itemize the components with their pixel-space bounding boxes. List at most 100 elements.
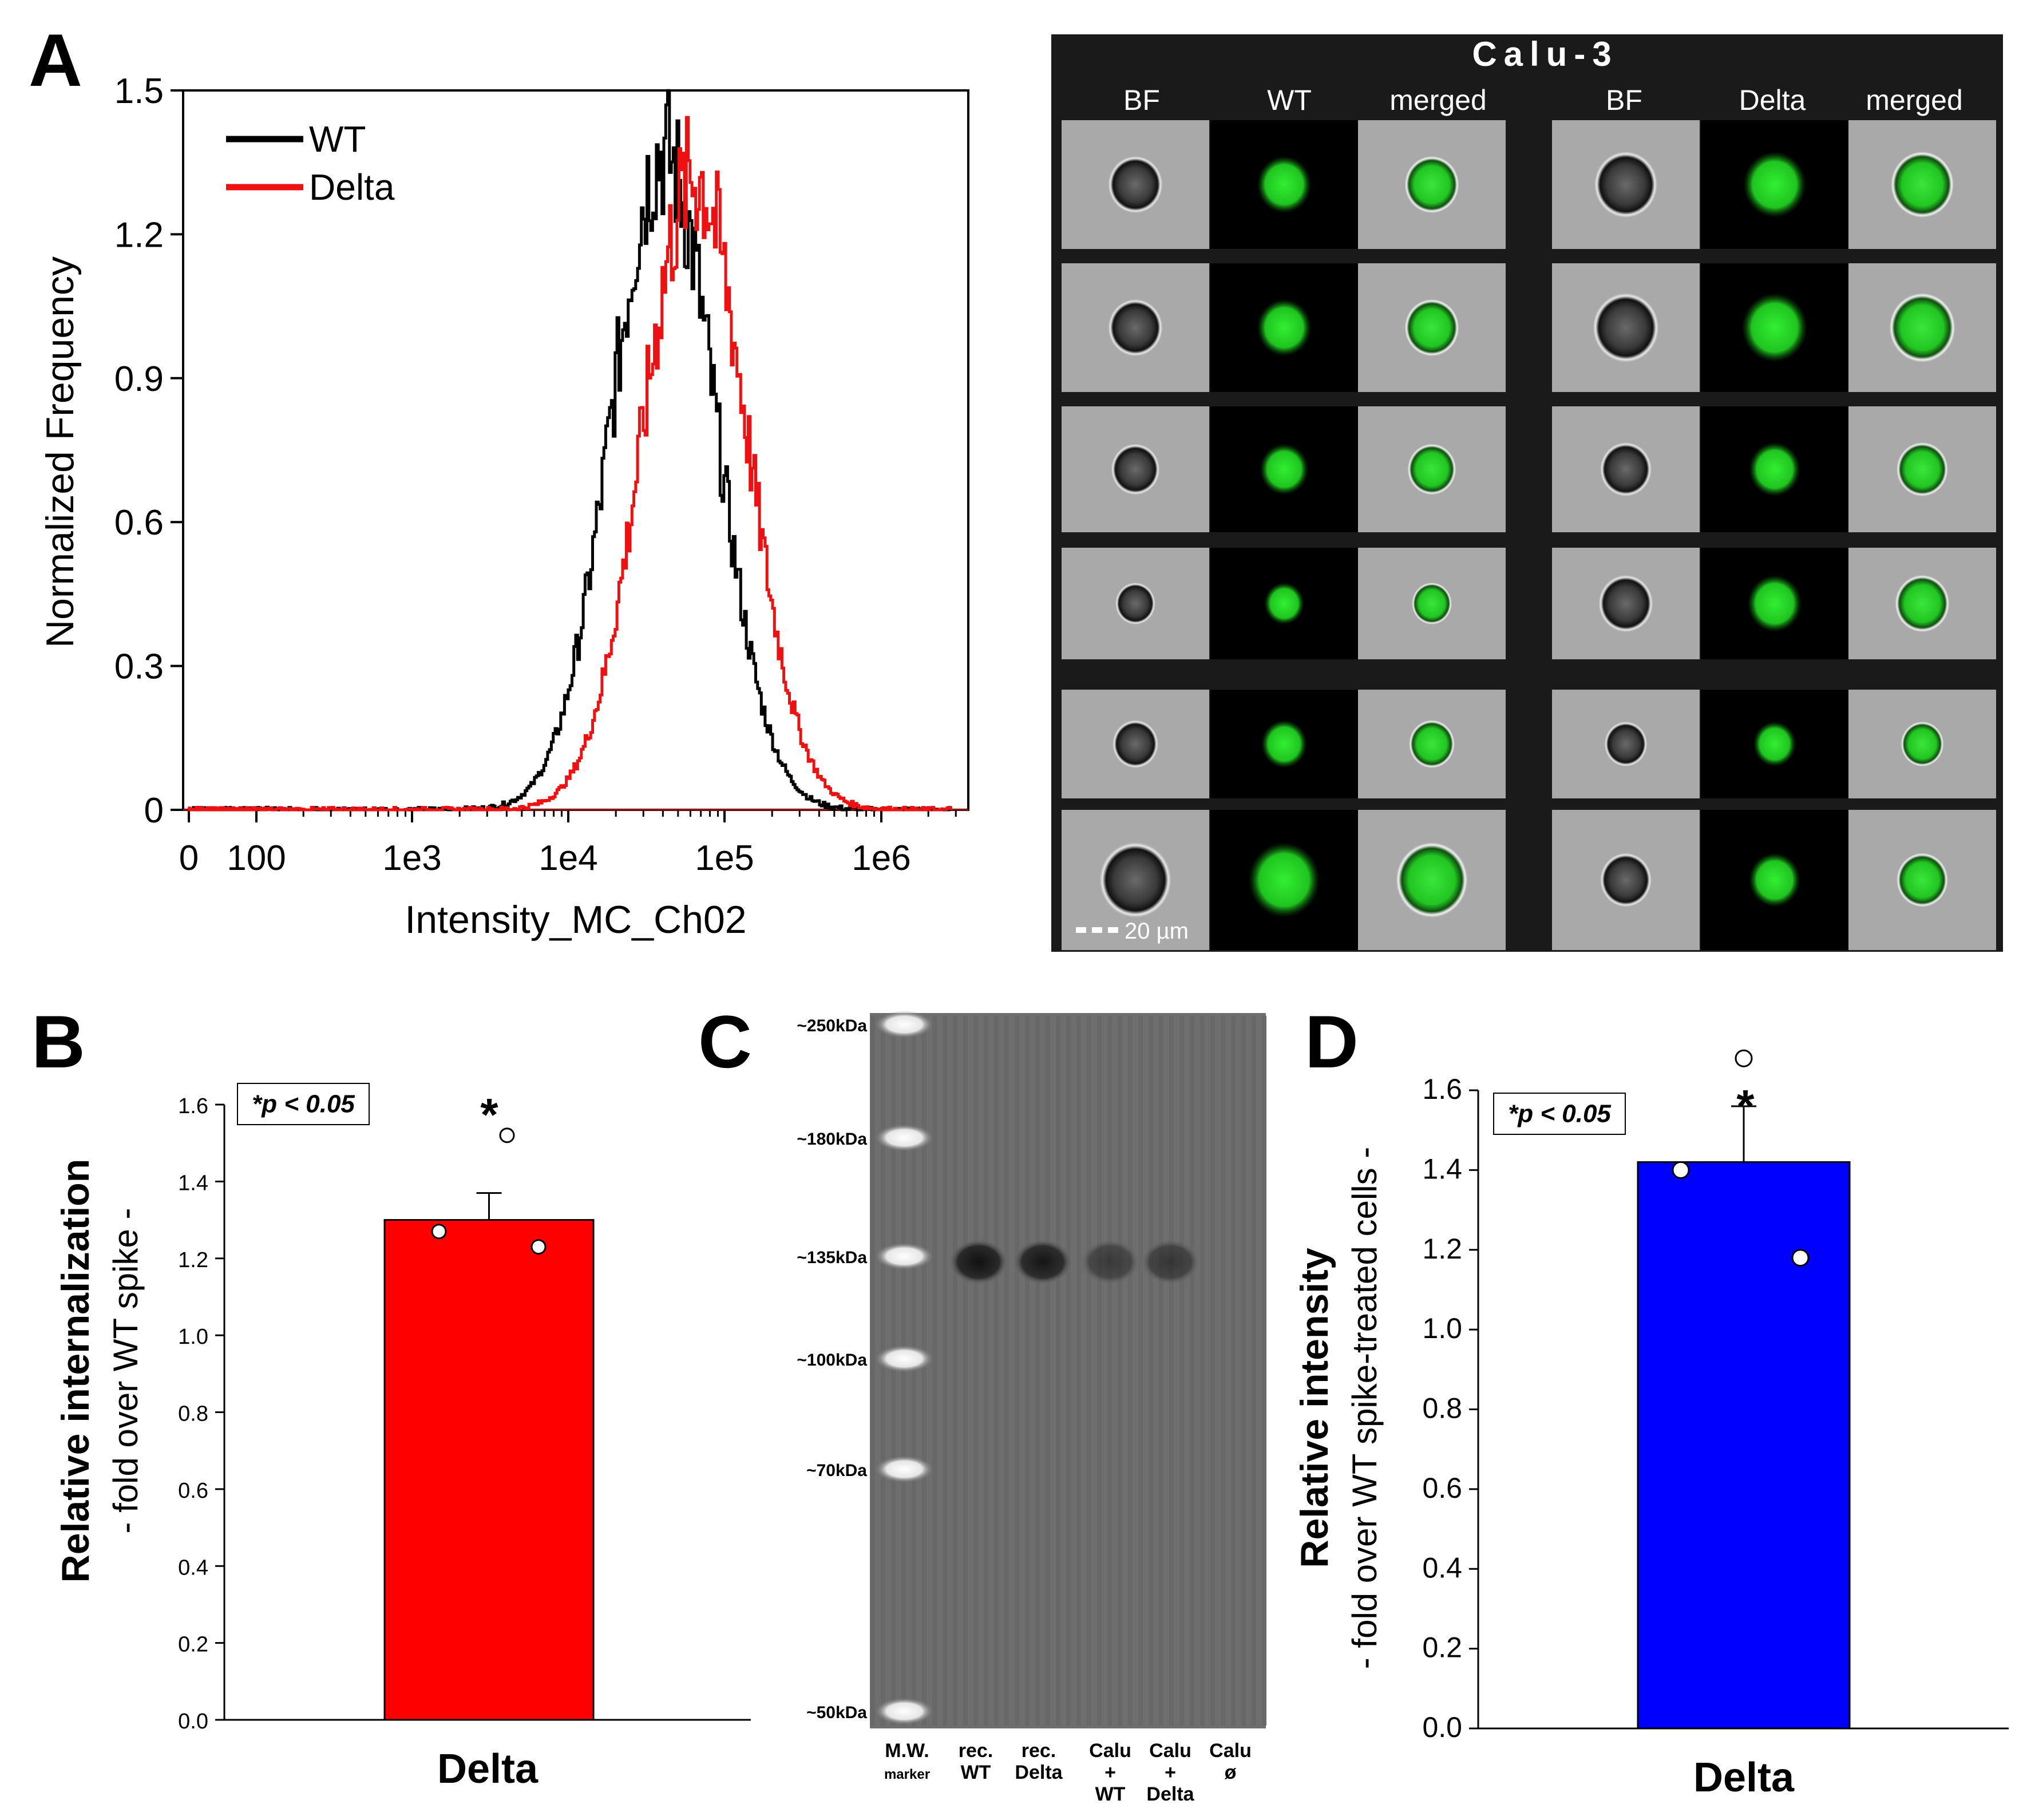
stat-label: *p < 0.05 [1508, 1099, 1611, 1127]
stat-label: *p < 0.05 [252, 1090, 355, 1118]
x-tick-label: 100 [227, 838, 286, 878]
y-tick-label: 0.2 [178, 1633, 208, 1657]
merged-cell [1897, 853, 1948, 907]
y-tick-label: 1.6 [1422, 1073, 1462, 1105]
panel-d-x-label: Delta [1693, 1755, 1795, 1801]
legend-delta-label: Delta [309, 167, 395, 208]
y-tick-label: 0.0 [178, 1710, 208, 1734]
panel-c-western-blot: C ~250kDa ~180kDa ~135kDa ~100kDa ~70kDa ~50k… [698, 1000, 1266, 1805]
marker-band [874, 1698, 934, 1725]
bar-delta [1637, 1161, 1851, 1730]
panel-b-plot: 0.0 0.2 0.4 0.6 0.8 1.0 1.2 1.4 1.6 * *p < 0.05 [178, 1083, 751, 1734]
y-tick-label: 0.8 [178, 1402, 208, 1426]
brightfield-cell [1111, 444, 1160, 495]
protein-band [1141, 1239, 1200, 1285]
panel-b-y-label-2: - fold over WT spike - [106, 1208, 145, 1533]
header-merged-left: merged [1389, 84, 1487, 116]
data-point [1735, 1049, 1753, 1067]
brightfield-cell [1594, 151, 1657, 218]
x-tick-label: 1e3 [382, 838, 441, 878]
marker-label: ~70kDa [806, 1461, 867, 1480]
lane-label: rec. [1022, 1740, 1056, 1762]
lane-label: Delta [1015, 1762, 1063, 1783]
y-tick-label: 1.5 [114, 72, 164, 111]
fluorescent-cell [1248, 842, 1320, 918]
panel-d-plot: 0.0 0.2 0.4 0.6 0.8 1.0 1.2 1.4 1.6 * *p < 0.05 [1422, 1049, 2009, 1743]
brightfield-cell [1600, 853, 1652, 907]
histogram-x-label: Intensity_MC_Ch02 [405, 898, 746, 941]
merged-cell [1409, 720, 1455, 768]
merged-cell [1396, 842, 1468, 918]
x-tick-label: 1e5 [695, 838, 754, 878]
panel-b-bar-chart: B 0.00.20.40.60.81.01.21.41.6 **p < 0.05 … [31, 1000, 751, 1792]
lane-label: ø [1225, 1762, 1237, 1783]
header-bf-left: BF [1123, 84, 1160, 116]
marker-band [874, 1011, 934, 1038]
histogram-x-ticks: 0 100 1e3 1e4 1e5 1e6 [179, 809, 968, 878]
brightfield-cell [1108, 299, 1163, 357]
marker-label: ~50kDa [806, 1703, 867, 1722]
lane-label: Delta [1146, 1783, 1194, 1805]
brightfield-cell [1593, 293, 1659, 362]
y-tick-label: 0.6 [1422, 1472, 1462, 1504]
data-point [431, 1224, 447, 1240]
blot-lane-labels: M.W.markerrec.WTrec.DeltaCalu+WTCalu+Del… [884, 1740, 1252, 1805]
protein-band [1080, 1239, 1140, 1285]
lane-label: rec. [959, 1740, 993, 1762]
fluorescent-cell [1264, 582, 1304, 625]
fluorescent-cell [1749, 442, 1800, 497]
panel-letter-d: D [1305, 1000, 1359, 1083]
marker-band [874, 1243, 934, 1270]
merged-cell [1404, 299, 1459, 357]
x-tick-label: 0 [179, 838, 199, 878]
x-tick-label: 1e4 [539, 838, 597, 878]
header-bf-right: BF [1606, 84, 1642, 116]
marker-label: ~135kDa [797, 1248, 867, 1267]
lane-label: + [1165, 1762, 1176, 1783]
legend-wt-label: WT [309, 118, 366, 160]
marker-label: ~250kDa [797, 1016, 867, 1035]
panel-letter-b: B [31, 1000, 85, 1083]
protein-band [949, 1239, 1008, 1285]
header-merged-right: merged [1866, 84, 1963, 116]
lane-label: Calu [1209, 1740, 1252, 1762]
brightfield-cell [1600, 442, 1652, 497]
brightfield-cell [1108, 156, 1163, 213]
panel-letter-c: C [698, 1000, 752, 1083]
y-tick-label: 1.0 [1422, 1312, 1462, 1344]
stat-box [1493, 1093, 1626, 1135]
marker-band [874, 1124, 934, 1152]
protein-band [1013, 1239, 1072, 1285]
lane-label: WT [1095, 1783, 1126, 1805]
merged-cell [1889, 293, 1955, 362]
marker-label: ~180kDa [797, 1130, 867, 1149]
panel-d-y-label: Relative intensity [1293, 1248, 1336, 1568]
data-point [499, 1127, 515, 1144]
histogram-line-wt [189, 89, 952, 812]
microscopy-tiles [1062, 120, 1996, 950]
merged-cell [1901, 721, 1944, 767]
data-point [531, 1239, 547, 1255]
y-tick-label: 1.4 [178, 1171, 208, 1195]
significance-star: * [1736, 1081, 1755, 1131]
scale-bar-label: 20 µm [1125, 919, 1189, 944]
y-tick-label: 0.4 [178, 1556, 208, 1580]
brightfield-cell [1604, 721, 1648, 767]
header-wt: WT [1267, 84, 1312, 116]
y-tick-label: 0.2 [1422, 1632, 1462, 1664]
panel-letter-a: A [29, 18, 82, 102]
fluorescent-cell [1747, 575, 1802, 632]
y-tick-label: 0.0 [1422, 1711, 1462, 1743]
y-tick-label: 1.2 [114, 215, 164, 255]
brightfield-cell [1113, 720, 1158, 768]
panel-d-bar-chart: D 0.00.20.40.60.81.01.21.41.6 **p < 0.05 … [1293, 1000, 2009, 1801]
marker-band [874, 1455, 934, 1483]
lane-label: marker [884, 1767, 930, 1782]
marker-band [874, 1345, 934, 1372]
fluorescent-cell [1261, 720, 1307, 768]
brightfield-cell [1099, 842, 1171, 918]
fluorescent-cell [1753, 721, 1796, 767]
x-tick-label: 1e6 [852, 838, 910, 878]
histogram-y-label: Normalized Frequency [38, 256, 82, 648]
